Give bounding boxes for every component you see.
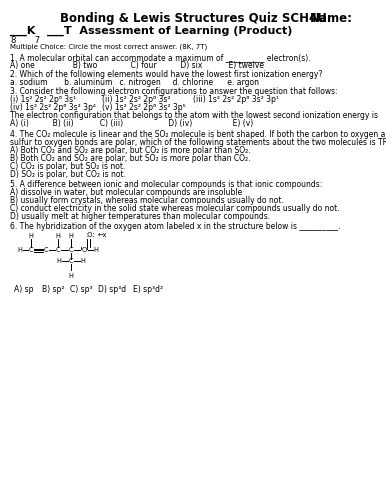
Text: C: C bbox=[44, 247, 48, 253]
Text: D) usually melt at higher temperatures than molecular compounds.: D) usually melt at higher temperatures t… bbox=[10, 212, 270, 221]
Text: A) Both CO₂ and SO₂ are polar, but CO₂ is more polar than SO₂.: A) Both CO₂ and SO₂ are polar, but CO₂ i… bbox=[10, 146, 251, 155]
Text: 4. The CO₂ molecule is linear and the SO₂ molecule is bent shaped. If both the c: 4. The CO₂ molecule is linear and the SO… bbox=[10, 130, 386, 139]
Text: ←x: ←x bbox=[98, 232, 107, 238]
Text: C: C bbox=[29, 247, 33, 253]
Text: O: O bbox=[81, 247, 86, 253]
Text: H: H bbox=[69, 273, 73, 279]
Text: B) usually form crystals, whereas molecular compounds usually do not.: B) usually form crystals, whereas molecu… bbox=[10, 196, 284, 205]
Text: (iii) 1s² 2s² 2p⁶ 3s² 3p¹: (iii) 1s² 2s² 2p⁶ 3s² 3p¹ bbox=[193, 95, 279, 104]
Text: Multiple Choice: Circle the most correct answer. (8K, 7T): Multiple Choice: Circle the most correct… bbox=[10, 44, 207, 51]
Text: H: H bbox=[29, 233, 34, 239]
Text: 1. A molecular orbital can accommodate a maximum of __________ electron(s).: 1. A molecular orbital can accommodate a… bbox=[10, 53, 311, 62]
Text: A) sp: A) sp bbox=[14, 285, 34, 294]
Text: The electron configuration that belongs to the atom with the lowest second ioniz: The electron configuration that belongs … bbox=[10, 111, 378, 120]
Text: H: H bbox=[69, 233, 73, 239]
Text: 8       7: 8 7 bbox=[11, 36, 40, 45]
Text: A) (i)          B) (ii)           C) (iii)                   D) (iv)            : A) (i) B) (ii) C) (iii) D) (iv) bbox=[10, 119, 253, 128]
Text: B) Both CO₂ and SO₂ are polar, but SO₂ is more polar than CO₂.: B) Both CO₂ and SO₂ are polar, but SO₂ i… bbox=[10, 154, 251, 163]
Text: 5. A difference between ionic and molecular compounds is that ionic compounds:: 5. A difference between ionic and molecu… bbox=[10, 180, 322, 189]
Text: C) conduct electricity in the solid state whereas molecular compounds usually do: C) conduct electricity in the solid stat… bbox=[10, 204, 340, 213]
Text: C: C bbox=[56, 247, 60, 253]
Text: C) sp³: C) sp³ bbox=[70, 285, 93, 294]
Text: B) sp²: B) sp² bbox=[42, 285, 64, 294]
Text: (iv) 1s² 2s² 2p⁶ 3s² 3p⁴: (iv) 1s² 2s² 2p⁶ 3s² 3p⁴ bbox=[10, 103, 96, 112]
Text: a. sodium       b. aluminum   c. nitrogen     d. chlorine      e. argon: a. sodium b. aluminum c. nitrogen d. chl… bbox=[10, 78, 259, 87]
Text: D) sp³d: D) sp³d bbox=[98, 285, 126, 294]
Text: H: H bbox=[17, 247, 22, 253]
Text: H: H bbox=[57, 258, 61, 264]
Text: H: H bbox=[81, 258, 85, 264]
Text: (ii) 1s² 2s² 2p⁶ 3s²: (ii) 1s² 2s² 2p⁶ 3s² bbox=[102, 95, 171, 104]
Text: H: H bbox=[56, 233, 61, 239]
Text: 3. Consider the following electron configurations to answer the question that fo: 3. Consider the following electron confi… bbox=[10, 87, 338, 96]
Text: E) sp³d²: E) sp³d² bbox=[133, 285, 163, 294]
Text: ___K   ___T  Assessment of Learning (Product): ___K ___T Assessment of Learning (Produc… bbox=[10, 26, 292, 36]
Text: A) one                B) two              C) four          D) six           E) t: A) one B) two C) four D) six E) t bbox=[10, 61, 264, 70]
Text: C: C bbox=[69, 247, 73, 253]
Text: D) SO₂ is polar, but CO₂ is not.: D) SO₂ is polar, but CO₂ is not. bbox=[10, 170, 126, 179]
Text: :O:: :O: bbox=[85, 232, 95, 238]
Text: H: H bbox=[93, 247, 98, 253]
Text: Name:: Name: bbox=[310, 12, 353, 25]
Text: Bonding & Lewis Structures Quiz SCH4U: Bonding & Lewis Structures Quiz SCH4U bbox=[59, 12, 327, 25]
Text: (v) 1s² 2s² 2p⁶ 3s² 3p⁵: (v) 1s² 2s² 2p⁶ 3s² 3p⁵ bbox=[102, 103, 186, 112]
Text: (i) 1s² 2s² 2p⁶ 3s¹: (i) 1s² 2s² 2p⁶ 3s¹ bbox=[10, 95, 76, 104]
Text: sulfur to oxygen bonds are polar, which of the following statements about the tw: sulfur to oxygen bonds are polar, which … bbox=[10, 138, 386, 147]
Text: A) dissolve in water, but molecular compounds are insoluble: A) dissolve in water, but molecular comp… bbox=[10, 188, 242, 197]
Text: 2. Which of the following elements would have the lowest first ionization energy: 2. Which of the following elements would… bbox=[10, 70, 322, 79]
Text: 6. The hybridization of the oxygen atom labeled x in the structure below is ____: 6. The hybridization of the oxygen atom … bbox=[10, 222, 340, 231]
Text: C: C bbox=[69, 258, 73, 264]
Text: C) CO₂ is polar, but SO₂ is not.: C) CO₂ is polar, but SO₂ is not. bbox=[10, 162, 125, 171]
